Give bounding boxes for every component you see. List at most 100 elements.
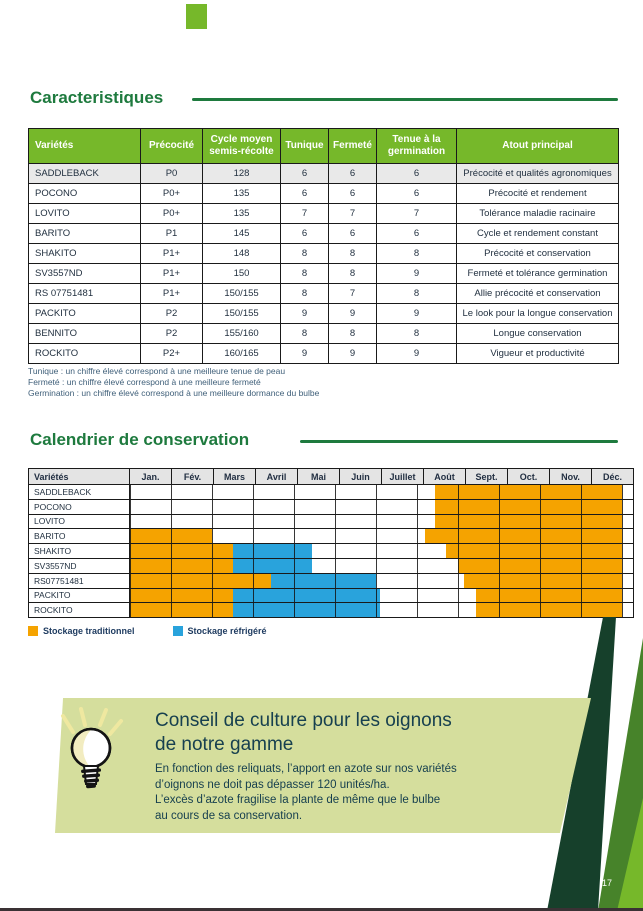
storage-bar-traditional [476, 603, 622, 618]
storage-bar-traditional [445, 544, 622, 558]
month-header: Oct. [507, 468, 550, 485]
variety-cell: RS 07751481 [28, 283, 141, 304]
conservation-calendar: Variétés Jan. Fév. Mars Avril Mai Juin Juillet A… [28, 468, 634, 619]
table-row: BARITO P1 145 6 6 6 Cycle et rendement constan… [28, 223, 619, 244]
value-cell: P2 [140, 323, 203, 344]
footnote-line: Tunique : un chiffre élevé correspond à … [28, 366, 286, 376]
tip-body-line: En fonction des reliquats, l’apport en a… [155, 763, 457, 775]
storage-bar-traditional [476, 588, 622, 603]
month-header: Avril [255, 468, 298, 485]
calendar-row: PACKITO [28, 587, 634, 604]
table-row: LOVITO P0+ 135 7 7 7 Tolérance maladie racinai… [28, 203, 619, 224]
calendar-bar-cell [129, 484, 634, 500]
value-cell: 9 [328, 303, 377, 324]
legend-item: Stockage réfrigéré [172, 626, 267, 636]
value-cell: P0+ [140, 183, 203, 204]
value-cell: 9 [280, 303, 329, 324]
value-cell: 6 [280, 183, 329, 204]
value-cell: 8 [376, 243, 457, 264]
storage-bar-traditional [464, 573, 622, 588]
month-header: Juin [339, 468, 382, 485]
storage-bar-traditional [435, 499, 622, 514]
storage-bar-refrigerated [232, 558, 313, 573]
page-bottom-edge [0, 908, 643, 911]
value-cell: 8 [328, 263, 377, 284]
table-footnotes: Tunique : un chiffre élevé correspond à … [28, 366, 319, 399]
value-cell: 6 [376, 163, 457, 184]
storage-bar-refrigerated [232, 544, 313, 558]
calendar-bar-cell [129, 498, 634, 515]
value-cell: 6 [280, 223, 329, 244]
column-header: Tunique [280, 128, 329, 164]
table-row: POCONO P0+ 135 6 6 6 Précocité et rendement [28, 183, 619, 204]
legend-swatch-refrigerated [172, 626, 183, 636]
calendar-bar-cell [129, 557, 634, 574]
value-cell: P2 [140, 303, 203, 324]
calendar-variety-label: RS07751481 [28, 572, 130, 589]
value-cell: Précocité et conservation [456, 243, 619, 264]
value-cell: P1+ [140, 283, 203, 304]
storage-bar-traditional [435, 485, 622, 499]
value-cell: Fermeté et tolérance germination [456, 263, 619, 284]
table-row: SV3557ND P1+ 150 8 8 9 Fermeté et tolérance ge… [28, 263, 619, 284]
value-cell: 7 [280, 203, 329, 224]
value-cell: P1 [140, 223, 203, 244]
storage-bar-traditional [130, 529, 212, 544]
footnote-line: Germination : un chiffre élevé correspon… [28, 388, 320, 398]
month-header: Juillet [381, 468, 424, 485]
variety-cell: LOVITO [28, 203, 141, 224]
calendar-bar-cell [129, 602, 634, 619]
value-cell: Précocité et qualités agronomiques [456, 163, 619, 184]
storage-bar-traditional [130, 558, 233, 573]
calendar-bar-cell [129, 572, 634, 589]
value-cell: 160/165 [202, 343, 281, 364]
tip-heading-line1: Conseil de culture pour les oignons [155, 710, 452, 731]
calendar-row: POCONO [28, 498, 634, 515]
value-cell: 8 [328, 323, 377, 344]
calendar-bar-cell [129, 543, 634, 559]
storage-bar-traditional [130, 603, 233, 618]
value-cell: 9 [376, 303, 457, 324]
value-cell: 8 [376, 323, 457, 344]
value-cell: Vigueur et productivité [456, 343, 619, 364]
title-rule [192, 98, 618, 101]
value-cell: 6 [328, 223, 377, 244]
variety-cell: BARITO [28, 223, 141, 244]
column-header: Précocité [140, 128, 203, 164]
value-cell: 8 [280, 323, 329, 344]
value-cell: 8 [376, 283, 457, 304]
variety-cell: SV3557ND [28, 263, 141, 284]
value-cell: 148 [202, 243, 281, 264]
calendar-header: Variétés Jan. Fév. Mars Avril Mai Juin Juillet A… [28, 468, 634, 485]
calendar-variety-label: ROCKITO [28, 602, 130, 619]
month-header: Déc. [591, 468, 634, 485]
page-number: 17 [602, 878, 613, 888]
legend-item: Stockage traditionnel [28, 626, 135, 636]
month-header: Nov. [549, 468, 592, 485]
storage-bar-refrigerated [232, 603, 381, 618]
storage-bar-refrigerated [271, 573, 376, 588]
storage-bar-traditional [130, 573, 272, 588]
tip-body-line: L’excès d’azote fragilise la plante de m… [155, 794, 441, 806]
month-header: Jan. [129, 468, 172, 485]
calendar-row: SADDLEBACK [28, 484, 634, 500]
legend-label: Stockage réfrigéré [187, 626, 267, 636]
characteristics-table-header: Variétés Précocité Cycle moyen semis-récol… [28, 128, 619, 164]
value-cell: 8 [328, 243, 377, 264]
value-cell: 150/155 [202, 303, 281, 324]
column-header: Cycle moyen semis-récolte [202, 128, 281, 164]
table-row: ROCKITO P2+ 160/165 9 9 9 Vigueur et productiv… [28, 343, 619, 364]
calendar-variety-label: PACKITO [28, 587, 130, 604]
value-cell: Précocité et rendement [456, 183, 619, 204]
value-cell: 128 [202, 163, 281, 184]
storage-bar-refrigerated [232, 588, 381, 603]
table-row: RS 07751481 P1+ 150/155 8 7 8 Allie précocité … [28, 283, 619, 304]
value-cell: P0 [140, 163, 203, 184]
value-cell: 135 [202, 203, 281, 224]
tip-heading-line2: de notre gamme [155, 734, 294, 755]
value-cell: 6 [280, 163, 329, 184]
calendar-row: RS07751481 [28, 572, 634, 589]
storage-bar-traditional [458, 558, 622, 573]
calendar-variety-label: BARITO [28, 528, 130, 545]
